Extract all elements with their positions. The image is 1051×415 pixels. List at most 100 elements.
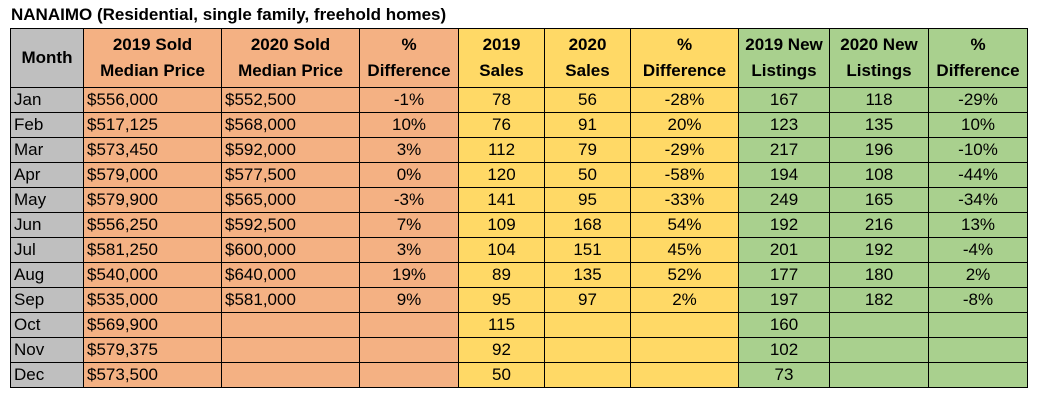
cell-listings-diff [928, 362, 1028, 388]
table-row: Jun $556,250 $592,500 7% 109 168 54% 192… [10, 212, 1028, 238]
cell-price-diff [359, 312, 459, 338]
header-price-2020: 2020 Sold Median Price [221, 28, 360, 88]
cell-sales-2020: 79 [544, 137, 631, 163]
table-row: Feb $517,125 $568,000 10% 76 91 20% 123 … [10, 112, 1028, 138]
cell-listings-2020: 118 [829, 87, 929, 113]
cell-listings-diff: -29% [928, 87, 1028, 113]
cell-listings-2020: 108 [829, 162, 929, 188]
cell-sales-2020: 56 [544, 87, 631, 113]
cell-month: Dec [10, 362, 84, 388]
cell-sales-diff: -29% [630, 137, 739, 163]
header-sales-2020: 2020 Sales [544, 28, 631, 88]
cell-sales-diff: 45% [630, 237, 739, 263]
cell-price-2020: $600,000 [221, 237, 360, 263]
cell-price-2019: $556,000 [83, 87, 222, 113]
cell-price-2019: $581,250 [83, 237, 222, 263]
cell-sales-diff: -28% [630, 87, 739, 113]
cell-price-2019: $540,000 [83, 262, 222, 288]
cell-sales-2020: 50 [544, 162, 631, 188]
cell-sales-2020 [544, 362, 631, 388]
cell-price-2020: $565,000 [221, 187, 360, 213]
cell-listings-2019: 201 [738, 237, 830, 263]
table-row: Apr $579,000 $577,500 0% 120 50 -58% 194… [10, 162, 1028, 188]
cell-listings-2019: 167 [738, 87, 830, 113]
header-price-2019: 2019 Sold Median Price [83, 28, 222, 88]
cell-price-2020 [221, 337, 360, 363]
cell-price-2020: $592,500 [221, 212, 360, 238]
cell-sales-2020 [544, 337, 631, 363]
cell-listings-diff: 2% [928, 262, 1028, 288]
cell-listings-diff: -10% [928, 137, 1028, 163]
table-row: May $579,900 $565,000 -3% 141 95 -33% 24… [10, 187, 1028, 213]
cell-month: Jun [10, 212, 84, 238]
cell-sales-diff: -33% [630, 187, 739, 213]
cell-listings-diff: -4% [928, 237, 1028, 263]
cell-listings-diff: 13% [928, 212, 1028, 238]
cell-sales-diff: 2% [630, 287, 739, 313]
cell-price-2019: $517,125 [83, 112, 222, 138]
cell-month: Sep [10, 287, 84, 313]
cell-listings-diff: -44% [928, 162, 1028, 188]
cell-month: Aug [10, 262, 84, 288]
cell-price-diff: 7% [359, 212, 459, 238]
cell-listings-diff: -8% [928, 287, 1028, 313]
cell-sales-2019: 50 [458, 362, 545, 388]
cell-sales-2019: 112 [458, 137, 545, 163]
cell-listings-2020 [829, 312, 929, 338]
cell-price-2020: $640,000 [221, 262, 360, 288]
cell-listings-diff: 10% [928, 112, 1028, 138]
cell-listings-2019: 160 [738, 312, 830, 338]
table-row: Mar $573,450 $592,000 3% 112 79 -29% 217… [10, 137, 1028, 163]
cell-price-diff: 0% [359, 162, 459, 188]
cell-month: Oct [10, 312, 84, 338]
cell-listings-2019: 249 [738, 187, 830, 213]
cell-sales-2019: 95 [458, 287, 545, 313]
header-listings-2019: 2019 New Listings [738, 28, 830, 88]
cell-listings-diff [928, 337, 1028, 363]
cell-sales-diff: 54% [630, 212, 739, 238]
table-row: Aug $540,000 $640,000 19% 89 135 52% 177… [10, 262, 1028, 288]
cell-listings-2020: 192 [829, 237, 929, 263]
cell-sales-2020: 168 [544, 212, 631, 238]
cell-price-2019: $569,900 [83, 312, 222, 338]
header-sales-2019: 2019 Sales [458, 28, 545, 88]
table-row: Nov $579,375 92 102 [10, 337, 1028, 363]
cell-sales-diff [630, 337, 739, 363]
cell-listings-2020: 165 [829, 187, 929, 213]
table-row: Sep $535,000 $581,000 9% 95 97 2% 197 18… [10, 287, 1028, 313]
cell-sales-2020: 95 [544, 187, 631, 213]
cell-listings-2020: 182 [829, 287, 929, 313]
cell-sales-2020 [544, 312, 631, 338]
header-listings-diff: % Difference [928, 28, 1028, 88]
cell-price-diff: 9% [359, 287, 459, 313]
header-listings-2020: 2020 New Listings [829, 28, 929, 88]
cell-sales-diff: -58% [630, 162, 739, 188]
cell-price-diff: 3% [359, 237, 459, 263]
cell-listings-2019: 123 [738, 112, 830, 138]
cell-listings-2019: 197 [738, 287, 830, 313]
cell-listings-diff [928, 312, 1028, 338]
table-row: Jul $581,250 $600,000 3% 104 151 45% 201… [10, 237, 1028, 263]
cell-price-2020: $568,000 [221, 112, 360, 138]
cell-listings-2020: 216 [829, 212, 929, 238]
cell-listings-diff: -34% [928, 187, 1028, 213]
cell-sales-diff: 52% [630, 262, 739, 288]
cell-month: Nov [10, 337, 84, 363]
cell-price-diff: -1% [359, 87, 459, 113]
cell-price-diff: 3% [359, 137, 459, 163]
cell-listings-2020: 180 [829, 262, 929, 288]
cell-month: Jan [10, 87, 84, 113]
cell-month: Feb [10, 112, 84, 138]
cell-price-2019: $556,250 [83, 212, 222, 238]
cell-sales-2020: 135 [544, 262, 631, 288]
cell-sales-diff [630, 362, 739, 388]
cell-price-2019: $573,500 [83, 362, 222, 388]
cell-listings-2019: 102 [738, 337, 830, 363]
cell-sales-2019: 141 [458, 187, 545, 213]
cell-price-diff [359, 337, 459, 363]
cell-sales-2020: 91 [544, 112, 631, 138]
cell-price-2020: $577,500 [221, 162, 360, 188]
cell-month: Apr [10, 162, 84, 188]
cell-sales-diff: 20% [630, 112, 739, 138]
cell-price-2020: $581,000 [221, 287, 360, 313]
